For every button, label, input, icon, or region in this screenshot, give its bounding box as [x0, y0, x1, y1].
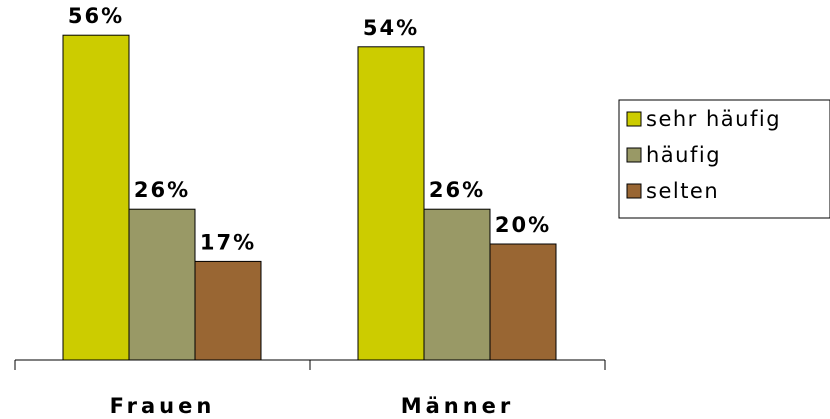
data-label: 26% — [429, 178, 485, 202]
legend-label: selten — [646, 179, 719, 203]
legend: sehr häufig häufig selten — [618, 99, 830, 219]
plot-area: 56% 26% 17% Frauen 54% 26% 20% Männer — [62, 4, 557, 418]
bar — [357, 46, 425, 361]
data-label: 20% — [495, 213, 551, 237]
bar — [423, 208, 491, 361]
data-label: 54% — [363, 16, 419, 40]
x-tick-label: Männer — [401, 394, 515, 418]
legend-label: sehr häufig — [646, 107, 781, 131]
legend-frame — [618, 99, 830, 219]
bar — [489, 243, 557, 361]
data-label: 56% — [68, 4, 124, 28]
legend-swatch — [626, 147, 642, 163]
bar — [62, 34, 130, 361]
bar — [194, 260, 262, 361]
legend-label: häufig — [646, 143, 721, 167]
data-label: 17% — [200, 230, 256, 254]
bar — [128, 208, 196, 361]
x-tick-label: Frauen — [110, 394, 216, 418]
legend-swatch — [626, 183, 642, 199]
data-label: 26% — [134, 178, 190, 202]
legend-swatch — [626, 111, 642, 127]
